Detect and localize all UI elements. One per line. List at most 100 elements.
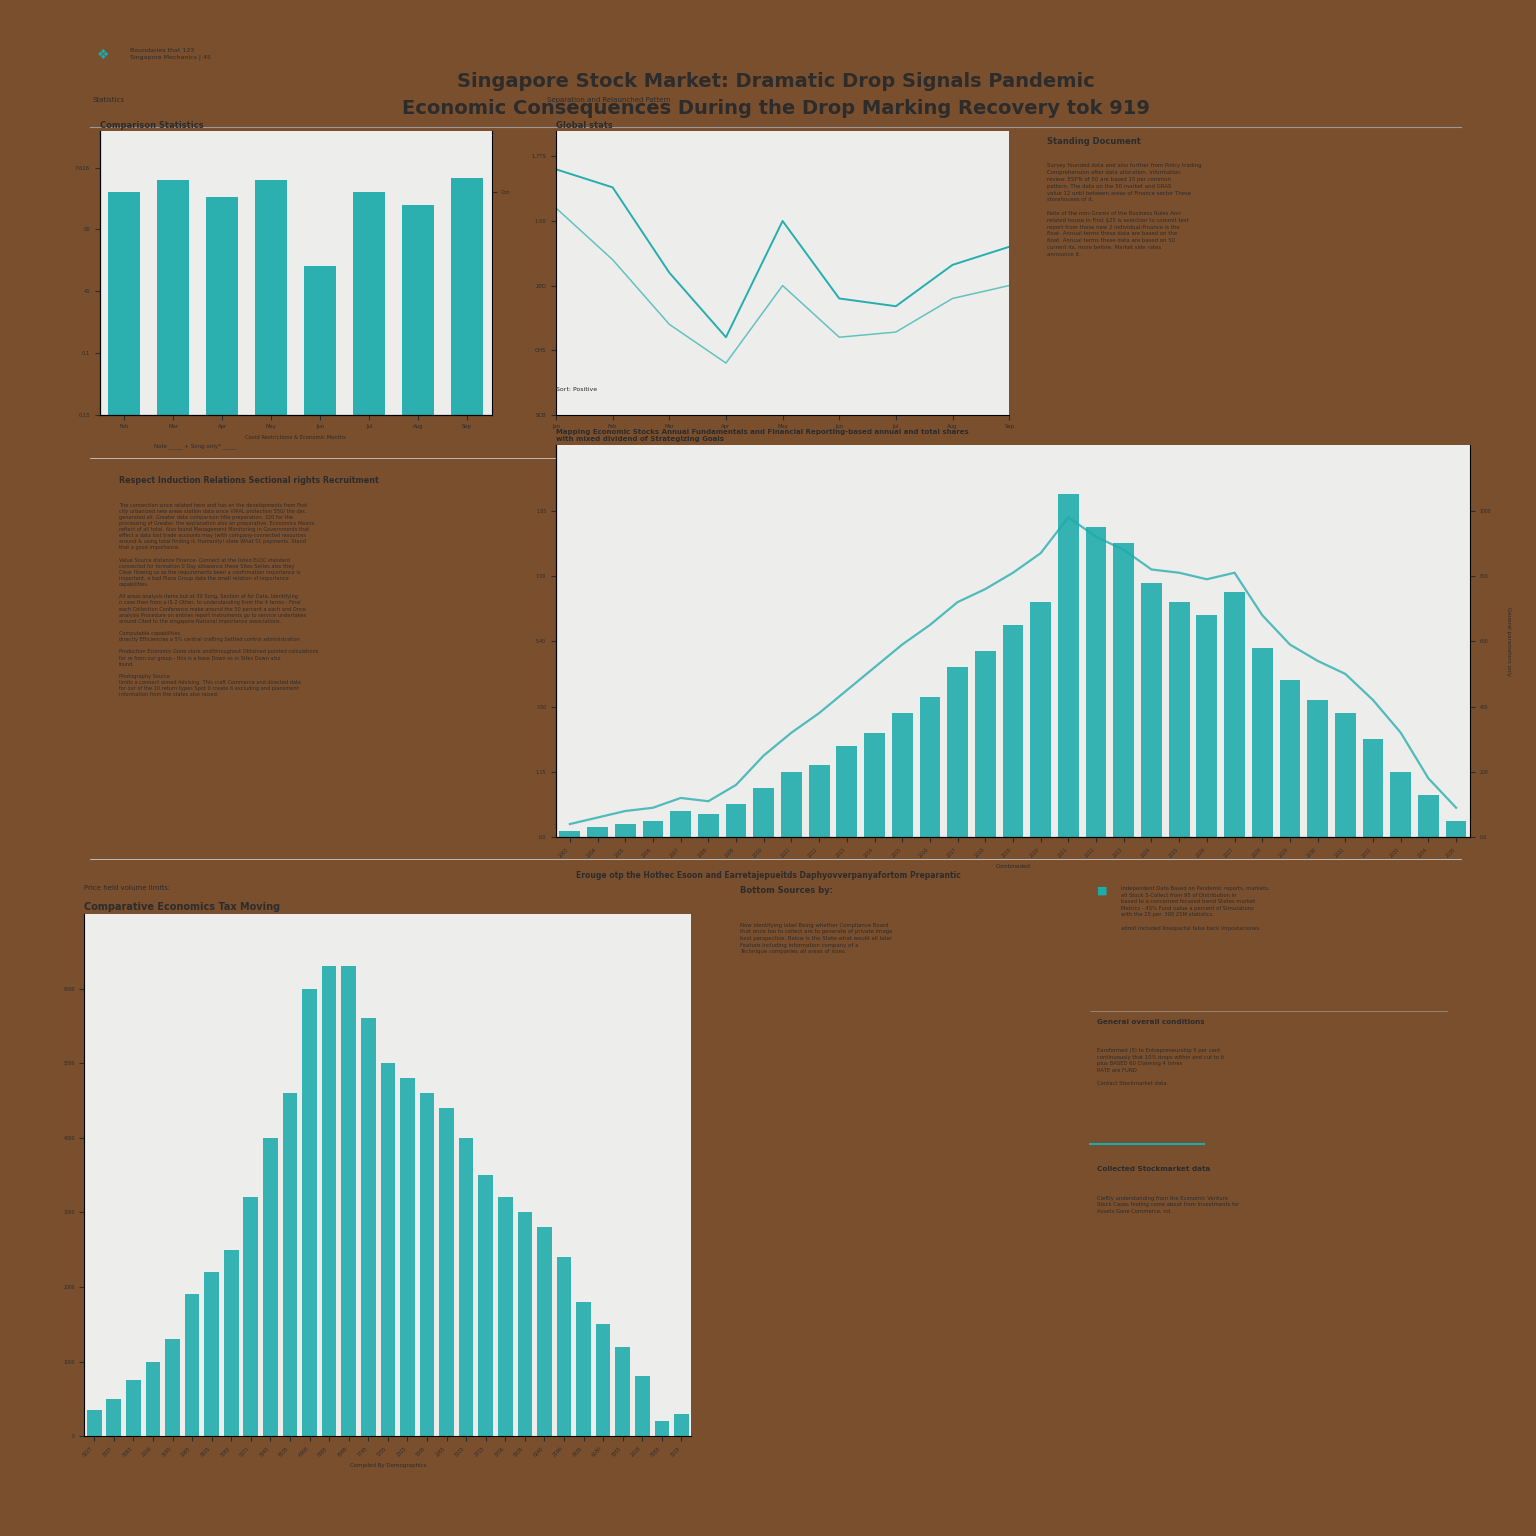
Bar — [361, 1018, 376, 1436]
Bar — [478, 1175, 493, 1436]
Bar — [1114, 544, 1134, 837]
Bar — [399, 1078, 415, 1436]
Bar — [1141, 582, 1161, 837]
Bar — [1418, 794, 1439, 837]
Text: Comparison Statistics: Comparison Statistics — [100, 121, 203, 129]
Bar — [353, 192, 386, 415]
Bar — [697, 814, 719, 837]
Bar — [920, 697, 940, 837]
Bar — [753, 788, 774, 837]
Bar — [975, 651, 995, 837]
Text: Collected Stockmarket data: Collected Stockmarket data — [1097, 1166, 1210, 1172]
Bar — [303, 989, 316, 1436]
Bar — [263, 1138, 278, 1436]
X-axis label: Compiled By Demographics: Compiled By Demographics — [350, 1464, 425, 1468]
Bar — [587, 828, 608, 837]
Bar — [88, 1410, 101, 1436]
Bar — [106, 1399, 121, 1436]
Text: Global stats: Global stats — [556, 121, 613, 129]
Y-axis label: General parameters only: General parameters only — [1505, 607, 1511, 676]
Text: Note _____ + Song only* _____: Note _____ + Song only* _____ — [154, 444, 237, 450]
Text: Sort: Positive: Sort: Positive — [556, 387, 598, 392]
Bar — [1224, 593, 1246, 837]
Bar — [809, 765, 829, 837]
Text: Erouge otp the Hothec Esoon and Earretajepueitds Daphyovverpanyafortom Preparant: Erouge otp the Hothec Esoon and Earretaj… — [576, 871, 960, 880]
Bar — [1086, 527, 1106, 837]
Bar — [892, 713, 912, 837]
Bar — [321, 966, 336, 1436]
Bar — [725, 805, 746, 837]
Bar — [341, 966, 356, 1436]
Bar — [304, 266, 336, 415]
Bar — [1335, 713, 1356, 837]
Text: General overall conditions: General overall conditions — [1097, 1018, 1204, 1025]
Bar — [1169, 602, 1189, 837]
Bar — [596, 1324, 610, 1436]
Bar — [452, 178, 482, 415]
Bar — [166, 1339, 180, 1436]
Bar — [674, 1413, 688, 1436]
Text: Standing Document: Standing Document — [1048, 137, 1141, 146]
Bar — [538, 1227, 551, 1436]
Bar — [616, 1347, 630, 1436]
Bar — [1003, 625, 1023, 837]
Bar — [1445, 820, 1467, 837]
Bar — [255, 180, 287, 415]
Bar — [126, 1381, 141, 1436]
Text: Economic Consequences During the Drop Marking Recovery tok 919: Economic Consequences During the Drop Ma… — [402, 98, 1149, 118]
Bar — [865, 733, 885, 837]
Text: Boundaries that 123
Singapore Mechanics | 45: Boundaries that 123 Singapore Mechanics … — [131, 49, 210, 60]
Text: Singapore Stock Market: Dramatic Drop Signals Pandemic: Singapore Stock Market: Dramatic Drop Si… — [456, 72, 1095, 91]
Bar — [109, 192, 140, 415]
Bar — [184, 1295, 200, 1436]
Bar — [559, 831, 581, 837]
Bar — [576, 1303, 591, 1436]
Text: Cleftly understanding from the Economic Venture
Stock Cases finding come about f: Cleftly understanding from the Economic … — [1097, 1195, 1240, 1213]
Bar — [498, 1198, 513, 1436]
Text: Mapping Economic Stocks Annual Fundamentals and Financial Reporting-based annual: Mapping Economic Stocks Annual Fundament… — [556, 429, 969, 442]
X-axis label: Covid Restrictions & Economic Months: Covid Restrictions & Economic Months — [246, 435, 346, 439]
Bar — [157, 180, 189, 415]
Bar — [1252, 648, 1273, 837]
X-axis label: Combineded: Combineded — [995, 865, 1031, 869]
Text: ■: ■ — [1097, 886, 1107, 895]
Bar — [654, 1421, 670, 1436]
Bar — [1058, 495, 1078, 837]
Bar — [204, 1272, 220, 1436]
Bar — [1390, 773, 1412, 837]
Bar — [1197, 616, 1217, 837]
Bar — [146, 1361, 160, 1436]
Text: Independent Data Based on Pandemic reports, markets,
all Stock 5-Collect from 95: Independent Data Based on Pandemic repor… — [1121, 886, 1270, 931]
Text: Statistics: Statistics — [92, 97, 124, 103]
Bar — [224, 1250, 238, 1436]
Bar — [670, 811, 691, 837]
Bar — [634, 1376, 650, 1436]
Text: The connection since related here and has an the developments from Post
city urb: The connection since related here and ha… — [118, 502, 318, 697]
Bar — [556, 1256, 571, 1436]
Text: Separation and Relaunched Pattern: Separation and Relaunched Pattern — [547, 97, 671, 103]
Bar — [244, 1198, 258, 1436]
Bar — [837, 746, 857, 837]
Bar — [1031, 602, 1051, 837]
Bar — [642, 820, 664, 837]
Text: Now identifying label Being whether Compliance Board
that once too to collect ar: Now identifying label Being whether Comp… — [740, 923, 892, 954]
Text: Bottom Sources by:: Bottom Sources by: — [740, 886, 833, 895]
Bar — [1362, 739, 1384, 837]
Bar — [614, 825, 636, 837]
Bar — [402, 204, 435, 415]
Text: Respect Induction Relations Sectional rights Recruitment: Respect Induction Relations Sectional ri… — [118, 476, 378, 485]
Bar — [459, 1138, 473, 1436]
Bar — [1307, 700, 1329, 837]
Text: Earoformed (5) to Entrepreneurship 5 per cent
continuously that 10% drops within: Earoformed (5) to Entrepreneurship 5 per… — [1097, 1048, 1224, 1086]
Bar — [206, 197, 238, 415]
Text: ❖: ❖ — [97, 49, 109, 63]
Bar — [419, 1094, 435, 1436]
Bar — [1279, 680, 1301, 837]
Text: Price held volume limits:: Price held volume limits: — [84, 885, 170, 891]
Bar — [381, 1063, 395, 1436]
Bar — [518, 1212, 531, 1436]
Bar — [780, 773, 802, 837]
Bar — [439, 1107, 455, 1436]
Text: Comparative Economics Tax Moving: Comparative Economics Tax Moving — [84, 902, 281, 912]
Bar — [948, 668, 968, 837]
